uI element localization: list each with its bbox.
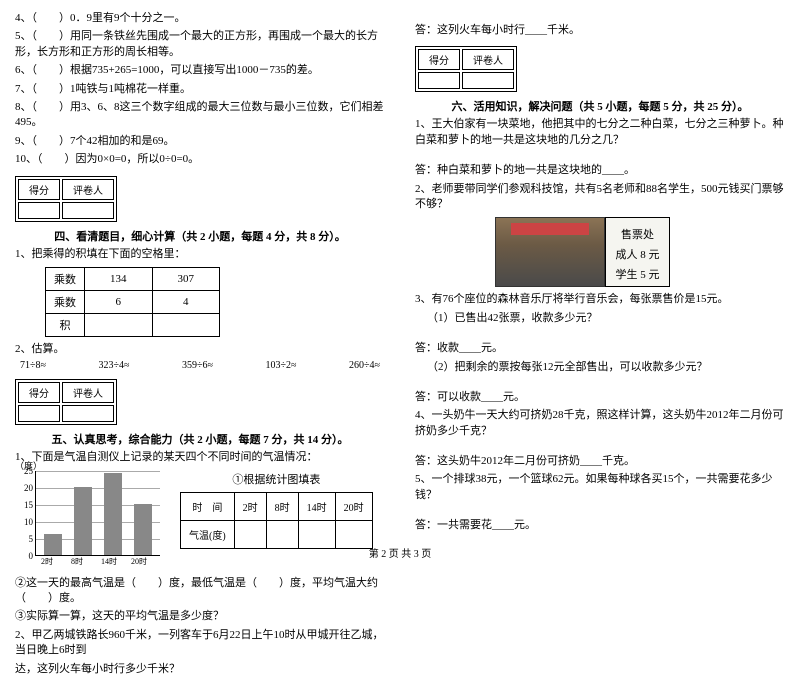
- y-tick: 5: [29, 534, 34, 544]
- a3-1: 答：收款____元。: [415, 341, 785, 356]
- reviewer-label: 评卷人: [62, 382, 114, 403]
- temp-cell: 8时: [266, 492, 298, 520]
- judge-item: 10、（ ）因为0×0=0，所以0÷0=0。: [15, 152, 385, 167]
- a5: 答：一共需要花____元。: [415, 518, 785, 533]
- section-4-title: 四、看清题目，细心计算（共 2 小题，每题 4 分，共 8 分）。: [15, 228, 385, 244]
- temp-cell: 时 间: [181, 492, 235, 520]
- chart-grid: 2时8时14时20时: [35, 471, 160, 556]
- score-blank: [18, 405, 60, 422]
- q3-1: （1）已售出42张票，收款多少元？: [415, 311, 785, 326]
- q2: 2、老师要带同学们参观科技馆，共有5名老师和88名学生，500元钱买门票够不够？: [415, 182, 785, 213]
- temp-cell: [266, 520, 298, 548]
- judge-item: 9、（ ）7个42相加的和是69。: [15, 134, 385, 149]
- tbl-r2c2: 6: [85, 290, 153, 313]
- judge-item: 8、（ ）用3、6、8这三个数字组成的最大三位数与最小三位数，它们相差495。: [15, 100, 385, 131]
- ticket-photo: 售票处 成人 8 元 学生 5 元: [495, 217, 785, 287]
- judge-list: 4、（ ）0．9里有9个十分之一。 5、（ ）用同一条铁丝先围成一个最大的正方形，…: [15, 11, 385, 168]
- section-6-title: 六、活用知识，解决问题（共 5 小题，每题 5 分，共 25 分）。: [415, 98, 785, 114]
- estimate-row: 71÷8≈ 323÷4≈ 359÷6≈ 103÷2≈ 260÷4≈: [20, 360, 380, 371]
- temp-cell: 14时: [298, 492, 335, 520]
- score-label: 得分: [18, 382, 60, 403]
- chart-title: ①根据统计图填表: [180, 471, 373, 487]
- multiply-table: 乘数134307 乘数64 积: [45, 267, 220, 337]
- tbl-r1c1: 乘数: [46, 267, 85, 290]
- price-student: 学生 5 元: [610, 266, 665, 282]
- gridline: [36, 471, 160, 472]
- judge-item: 4、（ ）0．9里有9个十分之一。: [15, 11, 385, 26]
- bar: [104, 473, 122, 555]
- sec5-sub2: ②这一天的最高气温是（ ）度，最低气温是（ ）度，平均气温大约（ ）度。: [15, 576, 385, 607]
- ans-train: 答：这列火车每小时行____千米。: [415, 23, 785, 38]
- score-label: 得分: [18, 179, 60, 200]
- y-tick: 15: [24, 500, 33, 510]
- q3: 3、有76个座位的森林音乐厅将举行音乐会，每张票售价是15元。: [415, 292, 785, 307]
- score-blank: [418, 72, 460, 89]
- page-footer: 第 2 页 共 3 页: [0, 545, 800, 560]
- reviewer-label: 评卷人: [462, 49, 514, 70]
- score-blank: [18, 202, 60, 219]
- price-panel: 售票处 成人 8 元 学生 5 元: [605, 217, 670, 287]
- right-column: 答：这列火车每小时行____千米。 得分评卷人 六、活用知识，解决问题（共 5 …: [400, 0, 800, 540]
- reviewer-blank: [62, 405, 114, 422]
- temp-cell: [298, 520, 335, 548]
- temp-cell: [234, 520, 266, 548]
- price-adult: 成人 8 元: [610, 246, 665, 262]
- tbl-r2c1: 乘数: [46, 290, 85, 313]
- temp-cell: 2时: [234, 492, 266, 520]
- temp-table: 时 间2时8时14时20时 气温(度): [180, 492, 373, 549]
- chart-right: ①根据统计图填表 时 间2时8时14时20时 气温(度): [180, 471, 373, 549]
- estimate-item: 323÷4≈: [99, 360, 130, 371]
- left-column: 4、（ ）0．9里有9个十分之一。 5、（ ）用同一条铁丝先围成一个最大的正方形，…: [0, 0, 400, 540]
- section-6-header: 得分评卷人: [415, 41, 785, 95]
- sec5-sub3: ③实际算一算，这天的平均气温是多少度？: [15, 609, 385, 624]
- a3-2: 答：可以收款____元。: [415, 390, 785, 405]
- temp-cell: 气温(度): [181, 520, 235, 548]
- gridline: [36, 488, 160, 489]
- y-tick: 25: [24, 466, 33, 476]
- section-5-header: 得分评卷人: [15, 374, 385, 428]
- sec5-q2b: 达，这列火车每小时行多少千米？: [15, 662, 385, 677]
- page-container: 4、（ ）0．9里有9个十分之一。 5、（ ）用同一条铁丝先围成一个最大的正方形，…: [0, 0, 800, 540]
- y-axis: 2520151050: [15, 471, 35, 556]
- q5: 5、一个排球38元，一个篮球62元。如果每种球各买15个，一共需要花多少钱？: [415, 472, 785, 503]
- temp-cell: 20时: [335, 492, 372, 520]
- estimate-item: 260÷4≈: [349, 360, 380, 371]
- tbl-r3c3[interactable]: [152, 313, 220, 336]
- estimate-item: 71÷8≈: [20, 360, 46, 371]
- section-4-header: 得分评卷人: [15, 171, 385, 225]
- museum-image: [495, 217, 605, 287]
- section-5-title: 五、认真思考，综合能力（共 2 小题，每题 7 分，共 14 分）。: [15, 431, 385, 447]
- q4: 4、一头奶牛一天大约可挤奶28千克，照这样计算，这头奶牛2012年二月份可挤奶多…: [415, 408, 785, 439]
- sec5-q2a: 2、甲乙两城铁路长960千米，一列客车于6月22日上午10时从甲城开往乙城，当日…: [15, 628, 385, 659]
- reviewer-blank: [462, 72, 514, 89]
- score-label: 得分: [418, 49, 460, 70]
- tbl-r1c2: 134: [85, 267, 153, 290]
- a4: 答：这头奶牛2012年二月份可挤奶____千克。: [415, 454, 785, 469]
- estimate-item: 103÷2≈: [266, 360, 297, 371]
- score-box-4: 得分评卷人: [15, 176, 117, 222]
- judge-item: 6、（ ）根据735+265=1000，可以直接写出1000－735的差。: [15, 63, 385, 78]
- tbl-r2c3: 4: [152, 290, 220, 313]
- sec5-q1: 1、下面是气温自测仪上记录的某天四个不同时间的气温情况：: [15, 450, 385, 465]
- q3-2: （2）把剩余的票按每张12元全部售出，可以收款多少元？: [415, 360, 785, 375]
- reviewer-label: 评卷人: [62, 179, 114, 200]
- temp-cell: [335, 520, 372, 548]
- y-tick: 10: [24, 517, 33, 527]
- tbl-r1c3: 307: [152, 267, 220, 290]
- tbl-r3c1: 积: [46, 313, 85, 336]
- q1: 1、王大伯家有一块菜地，他把其中的七分之二种白菜，七分之三种萝卜。种白菜和萝卜的…: [415, 117, 785, 148]
- estimate-item: 359÷6≈: [182, 360, 213, 371]
- score-box-5: 得分评卷人: [15, 379, 117, 425]
- museum-sign: [511, 223, 589, 235]
- reviewer-blank: [62, 202, 114, 219]
- price-title: 售票处: [610, 226, 665, 242]
- a1: 答：种白菜和萝卜的地一共是这块地的____。: [415, 163, 785, 178]
- sec4-q2: 2、估算。: [15, 342, 385, 357]
- judge-item: 5、（ ）用同一条铁丝先围成一个最大的正方形，再围成一个最大的长方形，长方形和正…: [15, 29, 385, 60]
- score-box-6: 得分评卷人: [415, 46, 517, 92]
- judge-item: 7、（ ）1吨铁与1吨棉花一样重。: [15, 82, 385, 97]
- tbl-r3c2[interactable]: [85, 313, 153, 336]
- y-tick: 20: [24, 483, 33, 493]
- sec4-q1: 1、把乘得的积填在下面的空格里：: [15, 247, 385, 262]
